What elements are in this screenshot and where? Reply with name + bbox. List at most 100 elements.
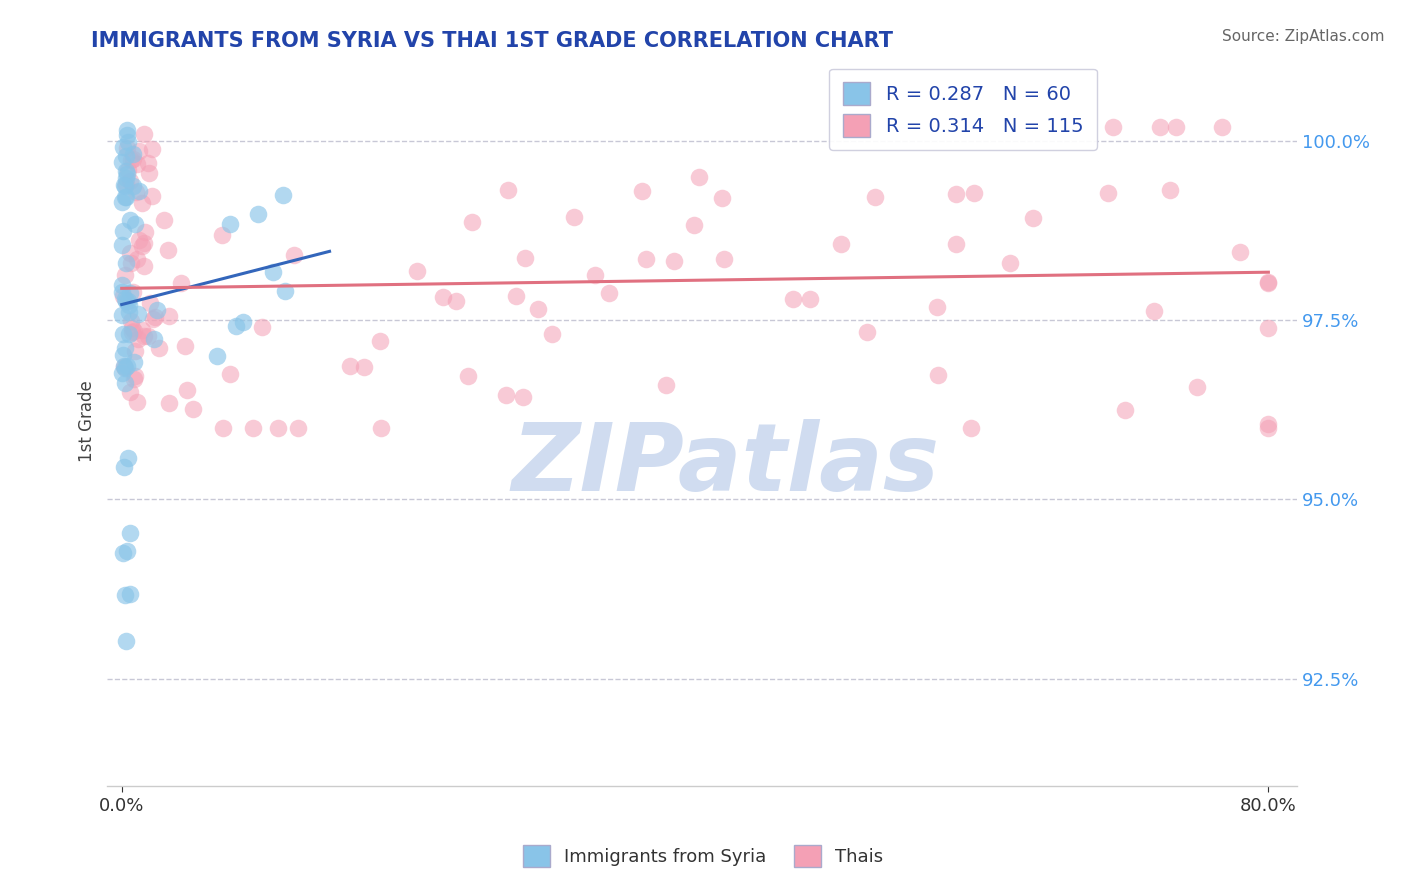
Point: [1257, 275, 1279, 289]
Point: [225, 319, 247, 334]
Point: [262, 265, 284, 279]
Point: [157, 309, 180, 323]
Point: [134, 226, 156, 240]
Point: [117, 136, 139, 150]
Point: [118, 174, 141, 188]
Point: [125, 185, 148, 199]
Point: [830, 237, 852, 252]
Point: [157, 396, 180, 410]
Point: [688, 170, 710, 185]
Point: [111, 277, 134, 292]
Point: [114, 190, 136, 204]
Point: [1149, 120, 1171, 134]
Point: [1229, 245, 1251, 260]
Point: [122, 178, 145, 193]
Point: [114, 376, 136, 391]
Point: [250, 319, 273, 334]
Point: [682, 219, 704, 233]
Point: [564, 210, 586, 224]
Point: [118, 246, 141, 260]
Point: [111, 308, 134, 322]
Point: [496, 183, 519, 197]
Point: [118, 587, 141, 601]
Point: [117, 128, 139, 142]
Point: [963, 186, 986, 200]
Point: [117, 163, 139, 178]
Point: [118, 285, 141, 300]
Point: [925, 300, 948, 314]
Point: [927, 368, 949, 382]
Point: [111, 237, 134, 252]
Point: [117, 544, 139, 558]
Point: [128, 144, 150, 158]
Point: [131, 323, 153, 337]
Point: [112, 223, 135, 237]
Point: [114, 189, 136, 203]
Point: [143, 332, 166, 346]
Point: [115, 149, 138, 163]
Point: [114, 361, 136, 376]
Point: [211, 228, 233, 243]
Point: [125, 157, 148, 171]
Point: [540, 327, 562, 342]
Point: [945, 237, 967, 252]
Point: [121, 152, 143, 166]
Point: [631, 184, 654, 198]
Point: [219, 217, 242, 231]
Point: [120, 384, 142, 399]
Point: [505, 289, 527, 303]
Point: [145, 302, 167, 317]
Point: [1114, 403, 1136, 417]
Point: [120, 213, 142, 227]
Point: [127, 332, 149, 346]
Point: [212, 421, 235, 435]
Point: [122, 147, 145, 161]
Point: [461, 214, 484, 228]
Point: [634, 252, 657, 266]
Point: [157, 244, 180, 258]
Point: [112, 359, 135, 373]
Point: [1211, 120, 1233, 134]
Point: [368, 334, 391, 348]
Point: [111, 155, 134, 169]
Point: [136, 329, 159, 343]
Point: [111, 348, 134, 362]
Point: [114, 177, 136, 191]
Point: [512, 390, 534, 404]
Point: [115, 170, 138, 185]
Point: [339, 359, 361, 373]
Point: [1000, 256, 1022, 270]
Point: [713, 252, 735, 266]
Point: [122, 285, 145, 299]
Point: [960, 421, 983, 435]
Point: [114, 588, 136, 602]
Point: [114, 256, 136, 270]
Point: [117, 450, 139, 465]
Point: [112, 359, 135, 374]
Point: [247, 207, 270, 221]
Point: [242, 421, 264, 435]
Point: [711, 191, 734, 205]
Point: [111, 195, 134, 210]
Point: [170, 276, 193, 290]
Text: IMMIGRANTS FROM SYRIA VS THAI 1ST GRADE CORRELATION CHART: IMMIGRANTS FROM SYRIA VS THAI 1ST GRADE …: [91, 31, 893, 51]
Point: [370, 421, 392, 435]
Point: [112, 178, 135, 192]
Point: [115, 293, 138, 308]
Point: [148, 341, 170, 355]
Point: [114, 178, 136, 193]
Point: [117, 293, 139, 308]
Point: [136, 156, 159, 170]
Point: [1257, 420, 1279, 434]
Point: [112, 140, 135, 154]
Point: [138, 166, 160, 180]
Point: [124, 344, 146, 359]
Point: [782, 292, 804, 306]
Point: [132, 235, 155, 250]
Point: [527, 302, 550, 317]
Point: [118, 297, 141, 311]
Legend: R = 0.287   N = 60, R = 0.314   N = 115: R = 0.287 N = 60, R = 0.314 N = 115: [830, 69, 1097, 151]
Point: [127, 252, 149, 266]
Point: [125, 395, 148, 409]
Point: [122, 372, 145, 386]
